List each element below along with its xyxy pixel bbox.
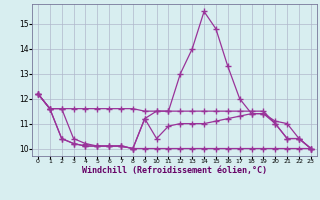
X-axis label: Windchill (Refroidissement éolien,°C): Windchill (Refroidissement éolien,°C)	[82, 166, 267, 175]
